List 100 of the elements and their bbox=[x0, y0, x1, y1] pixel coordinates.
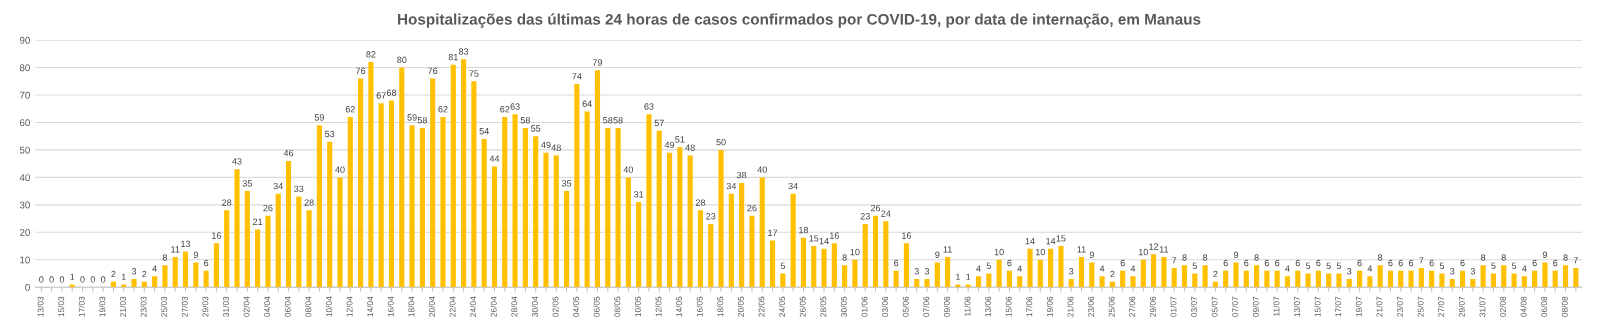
data-label: 58 bbox=[417, 117, 428, 124]
bar bbox=[1295, 270, 1301, 288]
data-label: 0 bbox=[59, 276, 65, 283]
bar bbox=[759, 177, 765, 288]
data-label: 8 bbox=[1563, 254, 1568, 261]
data-label: 11 bbox=[943, 246, 952, 253]
y-tick-label: 60 bbox=[19, 119, 30, 127]
bar bbox=[1418, 268, 1424, 288]
x-tick-label: 01/06 bbox=[861, 296, 868, 317]
x-tick-label: 05/06 bbox=[902, 296, 909, 317]
x-tick-label: 01/07 bbox=[1170, 296, 1177, 317]
data-label: 6 bbox=[204, 259, 209, 267]
x-tick-label: 14/05 bbox=[675, 296, 683, 317]
data-label: 4 bbox=[1017, 265, 1022, 272]
data-label: 14 bbox=[1046, 237, 1056, 245]
x-tick-label: 26/05 bbox=[799, 296, 806, 317]
data-label: 4 bbox=[976, 265, 981, 272]
data-label: 44 bbox=[489, 155, 500, 162]
data-label: 35 bbox=[561, 180, 572, 187]
data-label: 34 bbox=[273, 182, 283, 190]
bar bbox=[182, 251, 189, 288]
data-label: 67 bbox=[376, 92, 386, 99]
data-label: 40 bbox=[623, 166, 634, 173]
data-label: 17 bbox=[768, 229, 778, 236]
bar bbox=[1017, 276, 1023, 288]
data-label: 6 bbox=[1120, 259, 1125, 267]
data-label: 38 bbox=[736, 171, 747, 179]
bar bbox=[296, 196, 302, 288]
data-label: 14 bbox=[819, 237, 829, 245]
data-label: 62 bbox=[438, 106, 448, 113]
bar bbox=[1480, 265, 1486, 288]
data-label: 3 bbox=[131, 268, 137, 275]
bar bbox=[1151, 254, 1157, 288]
bar bbox=[965, 284, 971, 288]
bar bbox=[1573, 268, 1579, 288]
bar bbox=[728, 193, 734, 288]
x-tick-label: 26/04 bbox=[490, 296, 497, 317]
x-tick-label: 13/03 bbox=[37, 296, 44, 317]
bar bbox=[862, 224, 868, 288]
bar bbox=[636, 202, 642, 288]
data-label: 5 bbox=[1511, 262, 1517, 269]
x-tick-label: 04/08 bbox=[1520, 296, 1527, 317]
data-label: 76 bbox=[356, 67, 366, 74]
data-label: 59 bbox=[407, 114, 417, 121]
data-label: 10 bbox=[1035, 248, 1045, 256]
bar bbox=[1470, 279, 1476, 288]
data-label: 5 bbox=[1336, 262, 1342, 269]
data-label: 81 bbox=[448, 53, 458, 61]
data-label: 10 bbox=[994, 248, 1004, 256]
data-label: 14 bbox=[1025, 237, 1035, 245]
data-label: 28 bbox=[222, 199, 232, 206]
bar bbox=[800, 237, 807, 288]
bar bbox=[615, 127, 621, 288]
data-label: 40 bbox=[335, 166, 345, 173]
x-tick-label: 29/06 bbox=[1149, 296, 1156, 317]
data-label: 6 bbox=[1388, 259, 1393, 267]
data-label: 46 bbox=[283, 149, 294, 157]
bar bbox=[1511, 273, 1517, 288]
bar bbox=[1408, 270, 1414, 288]
data-label: 28 bbox=[695, 199, 706, 206]
bar bbox=[1377, 265, 1383, 288]
x-tick-label: 06/08 bbox=[1541, 296, 1548, 317]
x-tick-label: 20/04 bbox=[428, 296, 435, 317]
x-tick-label: 28/05 bbox=[820, 296, 827, 317]
x-tick-label: 23/03 bbox=[140, 296, 147, 317]
x-tick-label: 23/06 bbox=[1087, 296, 1095, 317]
bar bbox=[780, 273, 786, 288]
bar bbox=[1243, 270, 1249, 288]
data-label: 3 bbox=[924, 268, 930, 275]
x-tick-label: 02/05 bbox=[552, 296, 559, 317]
x-tick-label: 19/07 bbox=[1355, 296, 1362, 317]
data-label: 18 bbox=[799, 226, 809, 234]
data-label: 43 bbox=[232, 158, 242, 165]
x-tick-label: 23/07 bbox=[1396, 296, 1403, 317]
x-tick-label: 27/03 bbox=[181, 296, 188, 317]
bar bbox=[605, 127, 611, 288]
bar bbox=[316, 125, 322, 288]
bar bbox=[512, 114, 518, 288]
bar bbox=[306, 210, 312, 288]
data-label: 75 bbox=[469, 70, 479, 77]
data-label: 5 bbox=[780, 262, 785, 269]
data-label: 3 bbox=[1069, 268, 1074, 275]
bar bbox=[945, 257, 951, 288]
data-label: 49 bbox=[664, 141, 675, 149]
bar bbox=[203, 270, 209, 288]
bar bbox=[224, 210, 230, 288]
bar bbox=[244, 191, 250, 288]
bar bbox=[1521, 276, 1527, 288]
bar bbox=[1336, 273, 1342, 288]
data-label: 8 bbox=[1501, 254, 1506, 261]
data-label: 0 bbox=[49, 276, 54, 283]
bar bbox=[193, 262, 199, 288]
data-label: 5 bbox=[1491, 262, 1496, 269]
data-label: 28 bbox=[304, 199, 314, 206]
bar bbox=[955, 284, 961, 288]
x-tick-label: 06/05 bbox=[593, 296, 600, 317]
x-tick-label: 08/08 bbox=[1561, 296, 1568, 317]
bar bbox=[1326, 273, 1332, 288]
data-label: 8 bbox=[842, 254, 847, 261]
data-label: 26 bbox=[263, 204, 273, 212]
